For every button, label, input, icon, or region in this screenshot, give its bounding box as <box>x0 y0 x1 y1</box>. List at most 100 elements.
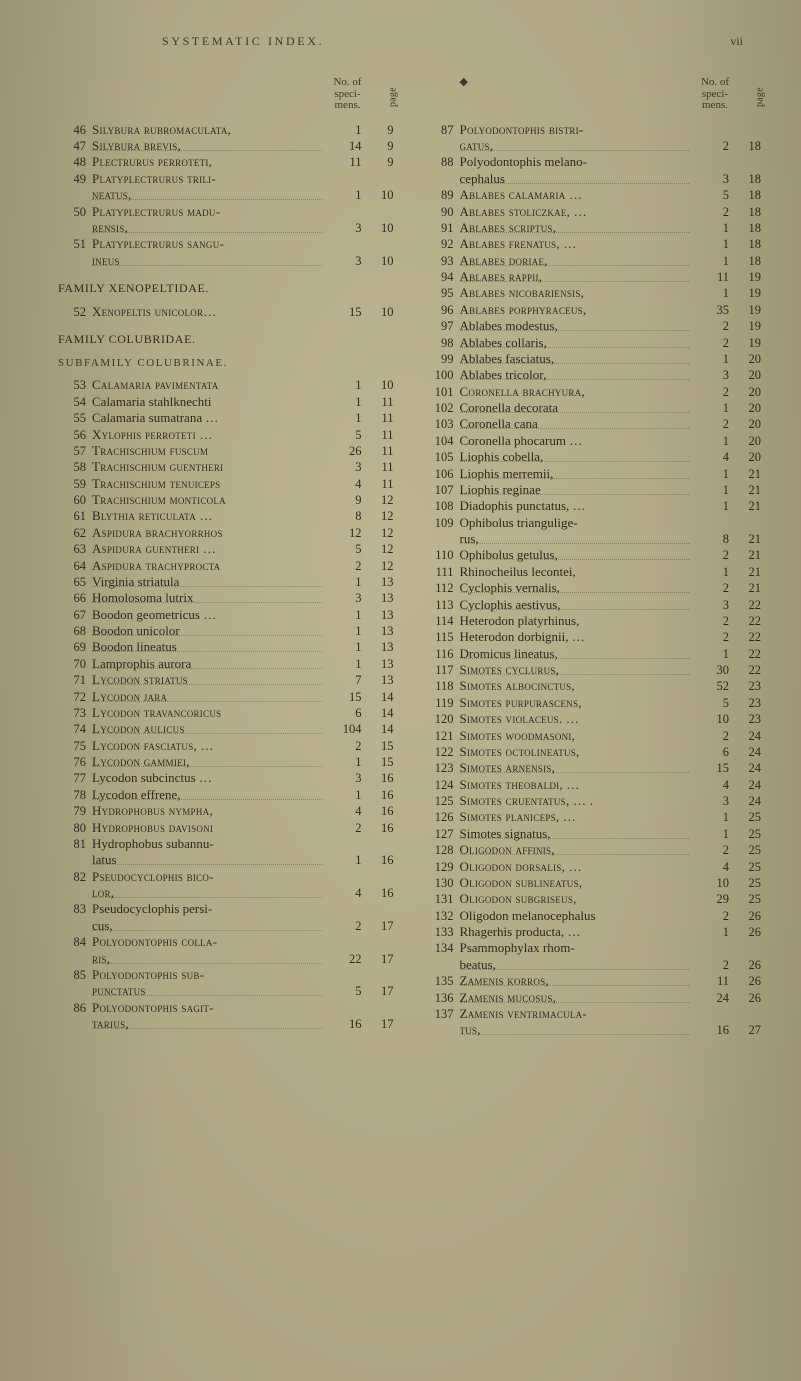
specimen-count: 2 <box>695 205 729 220</box>
index-row: 56Xylophis perroteti …511 <box>58 427 394 443</box>
page-number: 13 <box>368 657 394 672</box>
specimen-count: 11 <box>328 155 362 170</box>
entry-name: Cyclophis aestivus, <box>460 597 690 613</box>
entry-number: 69 <box>58 640 86 655</box>
page-number: 23 <box>735 679 761 694</box>
specimen-count: 1 <box>695 827 729 842</box>
entry-name: Liophis reginae <box>460 482 690 498</box>
page-number: 19 <box>735 286 761 301</box>
page-number: 19 <box>735 336 761 351</box>
entry-name: Zamenis ventrimacula- <box>460 1006 690 1022</box>
specimen-count: 1 <box>695 286 729 301</box>
page-number: 20 <box>735 417 761 432</box>
index-row: 97Ablabes modestus,219 <box>426 318 762 334</box>
entry-name: ris, <box>92 951 322 967</box>
page-number: 18 <box>735 139 761 154</box>
page-number: 24 <box>735 761 761 776</box>
specimen-count: 2 <box>695 336 729 351</box>
index-row: 108Diadophis punctatus, …121 <box>426 498 762 514</box>
page-number: 26 <box>735 909 761 924</box>
specimen-count: 2 <box>695 139 729 154</box>
entry-number: 80 <box>58 821 86 836</box>
running-head: SYSTEMATIC INDEX. vii <box>58 34 761 49</box>
specimen-count: 3 <box>328 221 362 236</box>
entry-name: Trachischium monticola <box>92 492 322 508</box>
page-number: 18 <box>735 254 761 269</box>
specimen-count: 1 <box>695 254 729 269</box>
entry-name: Lycodon jara <box>92 689 322 705</box>
entry-name: Oligodon melanocephalus <box>460 908 690 924</box>
entry-name: Lycodon gammiei, <box>92 754 322 770</box>
entry-number: 47 <box>58 139 86 154</box>
subfamily-heading: SUBFAMILY COLUBRINAE. <box>58 357 394 369</box>
entry-name: Virginia striatula <box>92 574 322 590</box>
index-row: 51Platyplectrurus sangu- <box>58 236 394 252</box>
specimen-count: 2 <box>328 559 362 574</box>
entry-number: 119 <box>426 696 454 711</box>
page-number: 23 <box>735 712 761 727</box>
entry-number: 129 <box>426 860 454 875</box>
entry-name: Oligodon subgriseus, <box>460 891 690 907</box>
entry-number: 70 <box>58 657 86 672</box>
index-row: 130Oligodon sublineatus,1025 <box>426 875 762 891</box>
index-row: punctatus517 <box>58 983 394 999</box>
specimens-label: No. of speci- mens. <box>328 77 368 112</box>
index-row: 83Pseudocyclophis persi- <box>58 901 394 917</box>
page-number: 13 <box>368 608 394 623</box>
specimen-count: 15 <box>695 761 729 776</box>
entry-name: Platyplectrurus sangu- <box>92 236 322 252</box>
entry-name: Xenopeltis unicolor… <box>92 304 322 320</box>
entry-name: Oligodon dorsalis, … <box>460 859 690 875</box>
specimen-count: 8 <box>695 532 729 547</box>
index-row: 103Coronella cana220 <box>426 416 762 432</box>
entry-number: 48 <box>58 155 86 170</box>
index-row: 78Lycodon effrene,116 <box>58 787 394 803</box>
index-row: 71Lycodon striatus713 <box>58 672 394 688</box>
index-row: 95Ablabes nicobariensis,119 <box>426 285 762 301</box>
specimen-count: 1 <box>328 853 362 868</box>
page-number: 17 <box>368 919 394 934</box>
index-row: 105Liophis cobella,420 <box>426 449 762 465</box>
page-number: 24 <box>735 794 761 809</box>
page-number: 21 <box>735 532 761 547</box>
index-row: 76Lycodon gammiei,115 <box>58 754 394 770</box>
entry-number: 67 <box>58 608 86 623</box>
entry-number: 85 <box>58 968 86 983</box>
entry-number: 50 <box>58 205 86 220</box>
entry-name: Silybura brevis, <box>92 138 322 154</box>
entry-number: 90 <box>426 205 454 220</box>
index-row: 136Zamenis mucosus,2426 <box>426 990 762 1006</box>
page-number: 22 <box>735 598 761 613</box>
page-number: 25 <box>735 892 761 907</box>
entry-name: Liophis cobella, <box>460 449 690 465</box>
entry-number: 105 <box>426 450 454 465</box>
entry-number: 92 <box>426 237 454 252</box>
specimen-count: 4 <box>328 477 362 492</box>
specimen-count: 6 <box>695 745 729 760</box>
index-row: 86Polyodontophis sagit- <box>58 1000 394 1016</box>
specimen-count: 1 <box>695 237 729 252</box>
entry-number: 65 <box>58 575 86 590</box>
entry-number: 132 <box>426 909 454 924</box>
specimen-count: 4 <box>328 804 362 819</box>
specimen-count: 5 <box>328 542 362 557</box>
page-number: 25 <box>735 843 761 858</box>
entry-name: Heterodon platyrhinus, <box>460 613 690 629</box>
index-row: 123Simotes arnensis,1524 <box>426 760 762 776</box>
index-row: 133Rhagerhis producta, …126 <box>426 924 762 940</box>
page: SYSTEMATIC INDEX. vii No. of speci- mens… <box>0 0 801 1381</box>
index-row: 77Lycodon subcinctus …316 <box>58 770 394 786</box>
entry-number: 99 <box>426 352 454 367</box>
page-number: 11 <box>368 460 394 475</box>
entry-name: lor, <box>92 885 322 901</box>
specimen-count: 1 <box>328 657 362 672</box>
entry-number: 114 <box>426 614 454 629</box>
index-row: 69Boodon lineatus113 <box>58 639 394 655</box>
entry-name: Polyodontophis colla- <box>92 934 322 950</box>
index-row: 90Ablabes stoliczkae, …218 <box>426 204 762 220</box>
entry-number: 60 <box>58 493 86 508</box>
index-row: rensis,310 <box>58 220 394 236</box>
page-number: 21 <box>735 483 761 498</box>
specimen-count: 16 <box>328 1017 362 1032</box>
specimen-count: 10 <box>695 712 729 727</box>
